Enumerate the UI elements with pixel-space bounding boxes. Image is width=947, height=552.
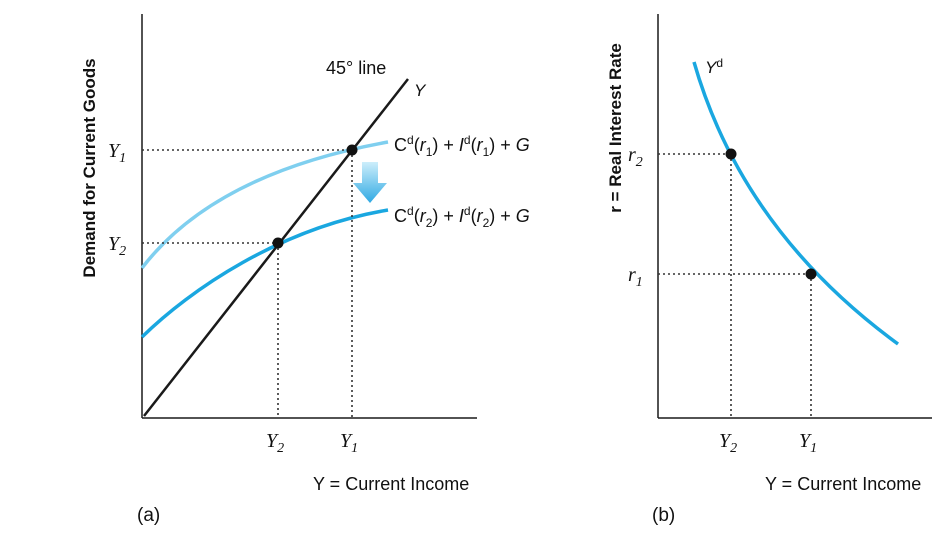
panel-b-label: (b) — [652, 505, 675, 526]
panel-b-ytick-r1: r1 — [628, 264, 643, 290]
panel-a-ytick-y2: Y2 — [108, 233, 126, 259]
curve-yd-label: Yd — [705, 56, 723, 77]
panel-a-label: (a) — [137, 505, 160, 526]
panel-a-xtick-y2: Y2 — [266, 430, 284, 456]
point-r1-y1 — [805, 268, 817, 280]
line-45-end-label: Y — [414, 81, 427, 100]
curve-lower-demand — [140, 208, 389, 339]
curve-upper-demand — [140, 140, 389, 270]
equilibrium-point-1 — [346, 144, 358, 156]
curve-lower-label: Cd(r2) + Id(r2) + G — [394, 204, 530, 230]
shift-down-arrow — [353, 162, 387, 203]
panel-a-xlabel: Y = Current Income — [313, 474, 469, 494]
panel-b-xlabel: Y = Current Income — [765, 474, 921, 494]
line-45-label: 45° line — [326, 58, 386, 78]
panel-b-xtick-y1: Y1 — [799, 430, 817, 456]
curve-upper-label: Cd(r1) + Id(r1) + G — [394, 133, 530, 159]
panel-a-ytick-y1: Y1 — [108, 140, 126, 166]
panel-a: 45° line Y Cd(r1) + Id(r1) + G Cd(r2) + … — [80, 14, 530, 526]
equilibrium-point-2 — [272, 237, 284, 249]
panel-b-ylabel: r = Real Interest Rate — [606, 43, 625, 213]
panel-a-ylabel: Demand for Current Goods — [80, 58, 99, 277]
panel-b-ytick-r2: r2 — [628, 144, 643, 170]
panel-b: Yd r2 r1 Y2 Y1 r = Real Interest Rate Y … — [606, 14, 932, 526]
curve-yd — [692, 61, 900, 346]
panel-a-xtick-y1: Y1 — [340, 430, 358, 456]
point-r2-y2 — [725, 148, 737, 160]
panel-b-xtick-y2: Y2 — [719, 430, 737, 456]
